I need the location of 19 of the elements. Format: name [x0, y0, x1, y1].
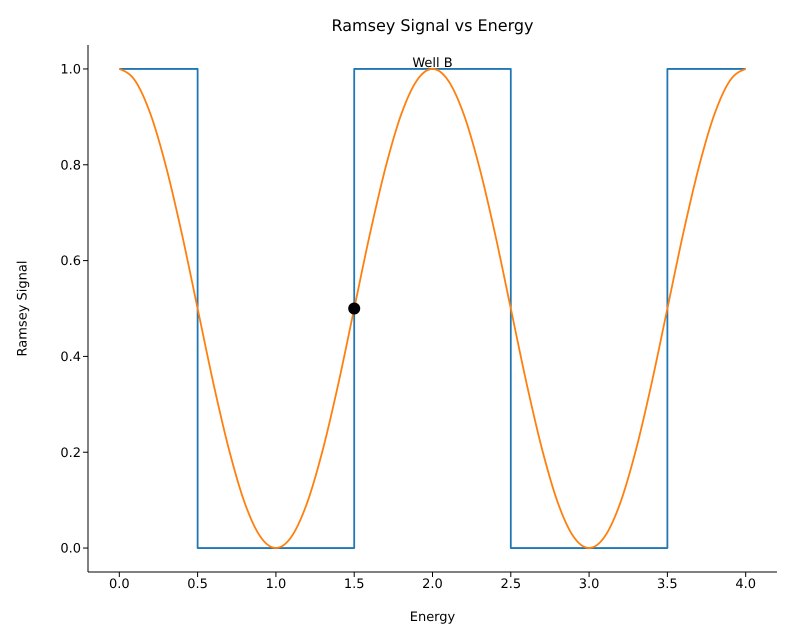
x-tick-label: 1.5	[344, 577, 365, 592]
x-tick-label: 0.5	[187, 577, 208, 592]
x-tick-label: 2.0	[422, 577, 443, 592]
x-tick-label: 2.5	[500, 577, 522, 592]
x-axis-title: Energy	[410, 610, 456, 625]
y-tick-label: 0.4	[60, 350, 81, 366]
y-tick-label: 0.8	[60, 158, 81, 174]
x-tick-label: 0.0	[108, 577, 130, 592]
y-tick-label: 0.6	[60, 254, 81, 270]
x-tick-label: 1.0	[266, 577, 286, 592]
annotation: Well B	[412, 56, 453, 71]
x-tick-label: 3.5	[657, 577, 678, 592]
x-tick-label: 4.0	[735, 577, 756, 592]
chart-title: Ramsey Signal vs Energy	[330, 16, 535, 35]
y-tick-label: 0.2	[60, 446, 81, 461]
y-tick-label: 1.0	[60, 62, 81, 78]
y-axis-title: Ramsey Signal	[16, 260, 31, 356]
x-tick-label: 3.0	[578, 577, 600, 592]
y-tick-label: 0.0	[60, 542, 81, 557]
